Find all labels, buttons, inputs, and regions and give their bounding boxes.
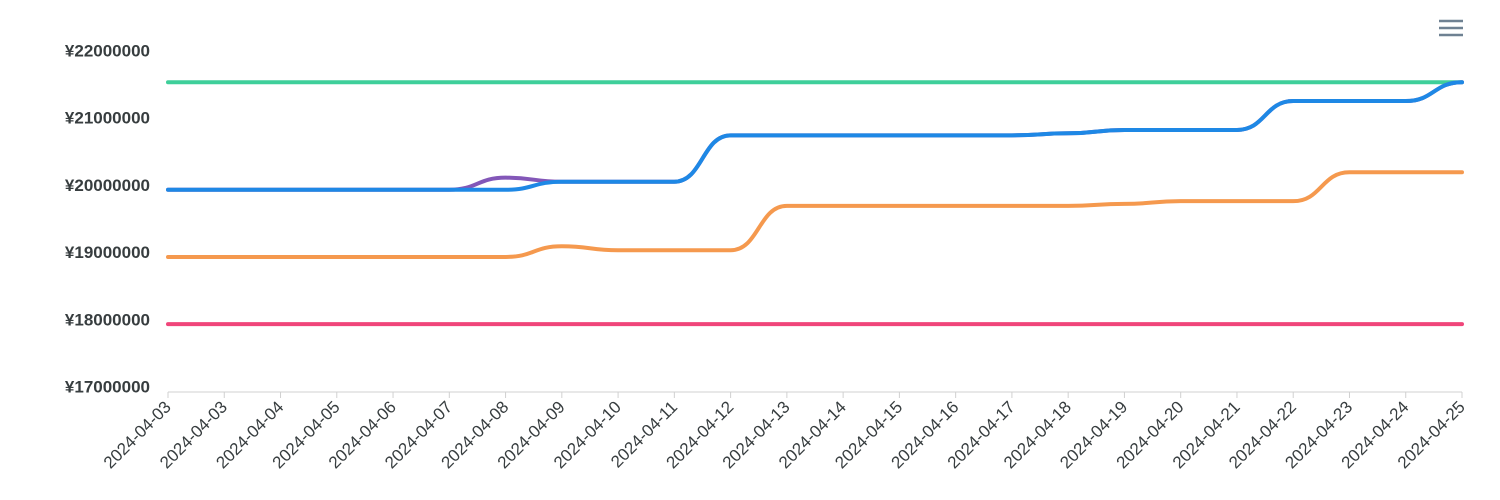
- series-line: [166, 80, 1464, 192]
- y-tick-label: ¥22000000: [65, 41, 150, 60]
- y-tick-label: ¥21000000: [65, 109, 150, 128]
- series-line: [166, 170, 1464, 259]
- y-tick-label: ¥19000000: [65, 243, 150, 262]
- y-tick-label: ¥20000000: [65, 176, 150, 195]
- menu-icon[interactable]: [1439, 19, 1463, 37]
- y-tick-label: ¥18000000: [65, 310, 150, 329]
- y-tick-label: ¥17000000: [65, 377, 150, 396]
